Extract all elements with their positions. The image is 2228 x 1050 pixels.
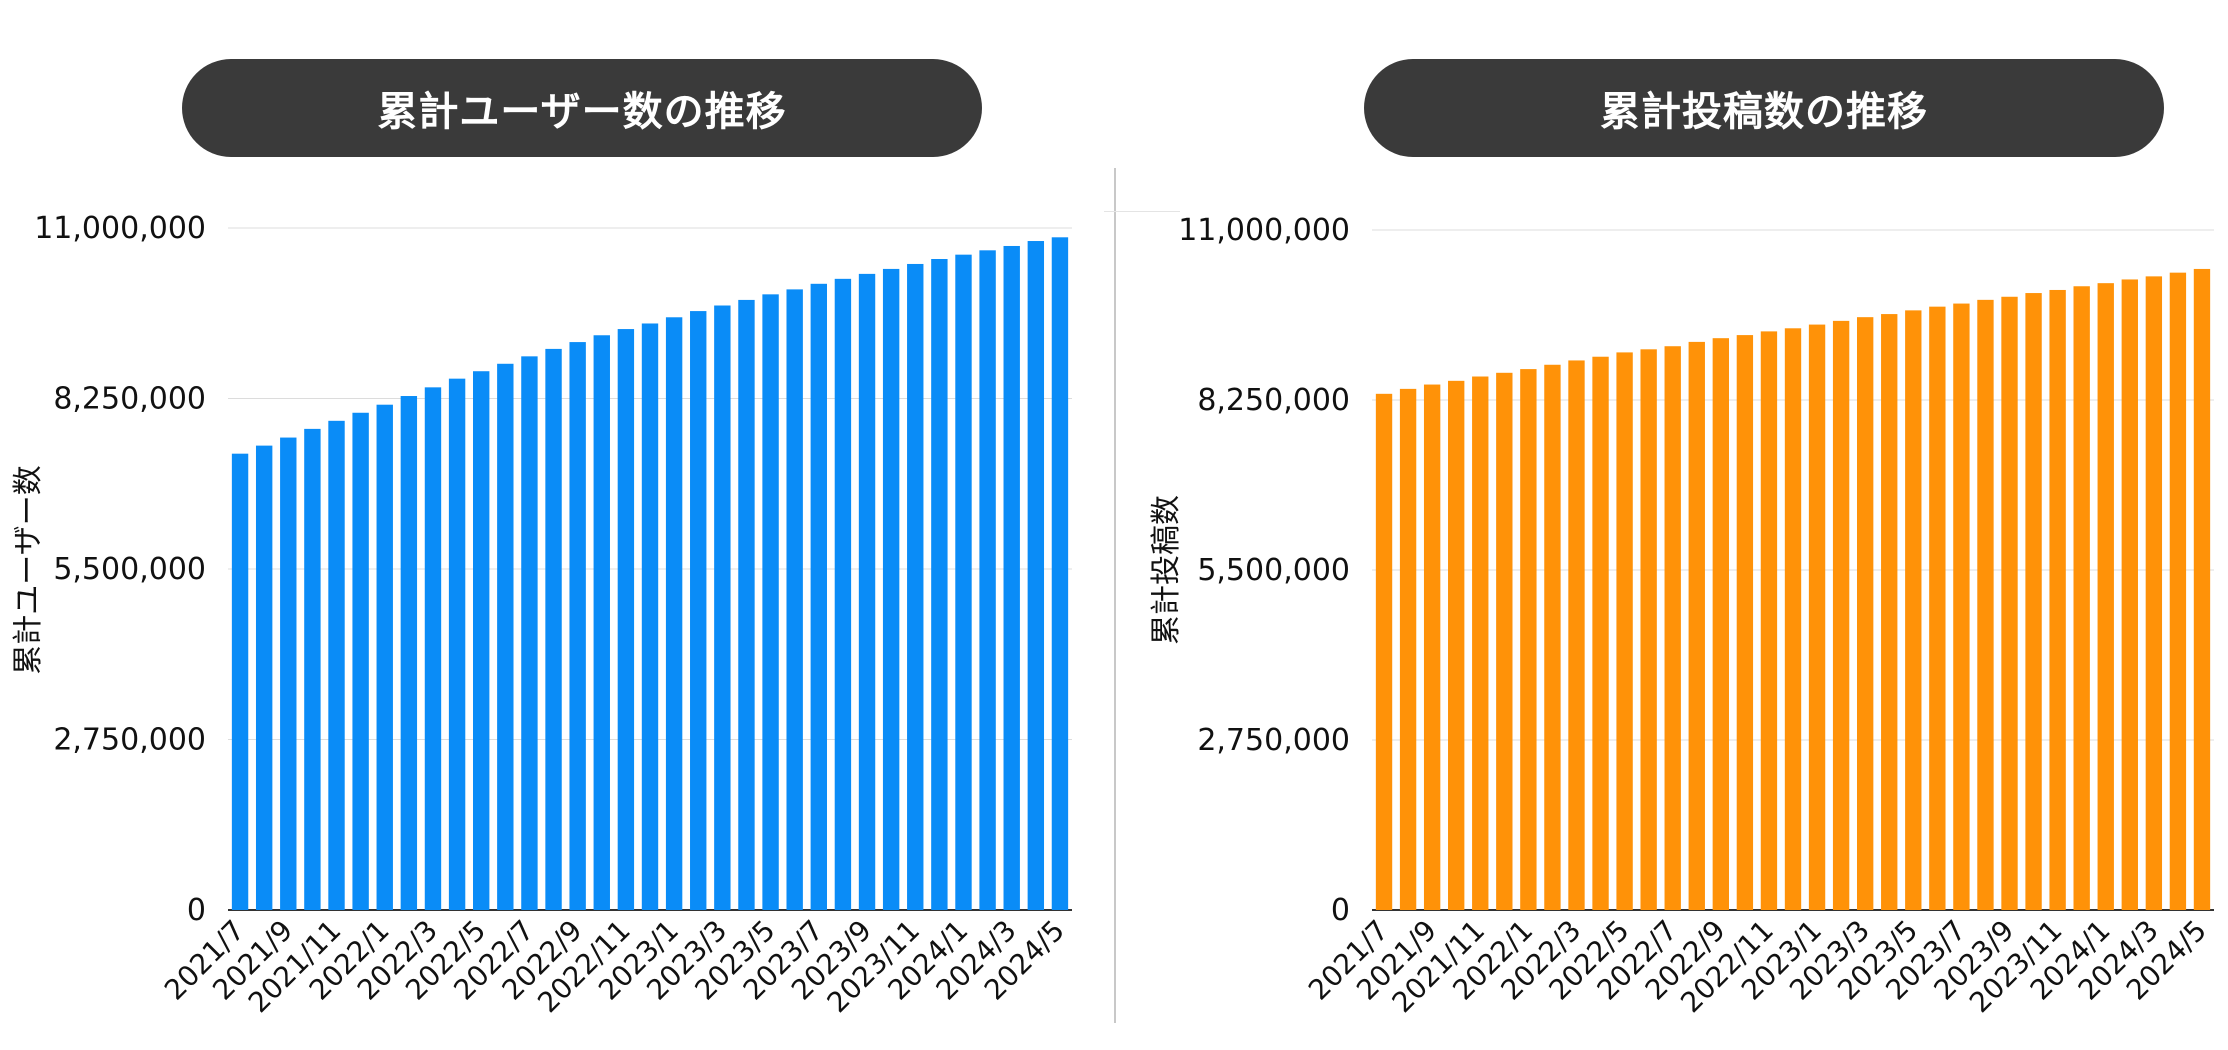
bar-2022-4	[1592, 356, 1609, 910]
bar-2021-12	[1496, 372, 1513, 910]
bar-2021-12	[352, 412, 369, 910]
divider-tick	[1104, 211, 1180, 212]
bar-2023-3	[1856, 317, 1874, 910]
bar-2024-5	[2193, 268, 2211, 911]
y-tick-label: 2,750,000	[53, 723, 206, 758]
bar-2022-5	[1616, 352, 1633, 910]
bar-2023-8	[1977, 299, 1994, 910]
bar-2022-6	[1640, 349, 1657, 910]
bar-2023-6	[1929, 306, 1946, 910]
bar-2022-10	[593, 335, 610, 910]
bar-2022-11	[617, 329, 635, 910]
bar-2022-9	[1712, 338, 1730, 910]
y-tick-label: 11,000,000	[34, 211, 206, 246]
user-chart: 02,750,0005,500,0008,250,00011,000,00020…	[11, 211, 1072, 1019]
bar-2021-7	[231, 453, 249, 910]
bar-2023-1	[665, 317, 683, 910]
bar-2023-9	[2001, 296, 2018, 910]
post-chart: 02,750,0005,500,0008,250,00011,000,00020…	[1149, 213, 2214, 1019]
bar-2022-8	[1688, 341, 1705, 911]
bar-2021-8	[255, 445, 273, 910]
y-tick-label: 5,500,000	[1197, 553, 1350, 588]
y-axis-label: 累計投稿数	[1149, 495, 1184, 645]
bar-2021-10	[304, 428, 321, 910]
post-chart-panel: 累計投稿数の推移 0 2,750,000 5,500,000 8,250,000 11,…	[1149, 0, 2228, 1050]
bar-2022-2	[400, 396, 418, 910]
bar-2022-1	[1520, 369, 1537, 910]
bar-2023-5	[1905, 310, 1922, 910]
bar-2022-7	[1664, 346, 1681, 911]
bar-2023-1	[1808, 324, 1826, 911]
bar-2022-8	[545, 348, 562, 910]
panel-divider	[1114, 168, 1116, 1023]
bar-2024-1	[955, 254, 972, 910]
bar-2023-6	[786, 289, 803, 910]
y-tick-label: 11,000,000	[1178, 213, 1350, 248]
bar-2022-12	[641, 323, 659, 911]
bar-2022-6	[497, 363, 514, 910]
bar-2021-11	[1472, 376, 1489, 910]
bar-2021-9	[1423, 384, 1441, 911]
y-tick-label: 0	[187, 893, 206, 928]
y-tick-label: 8,250,000	[1197, 383, 1350, 418]
bar-2023-3	[714, 305, 731, 910]
user-chart-panel: 累計ユーザー数の推移 0 2,750,000 5,500,000 8,250,000 1…	[0, 0, 1110, 1050]
y-tick-label: 8,250,000	[53, 382, 206, 417]
bar-2023-7	[1953, 303, 1970, 911]
bar-2022-7	[521, 356, 538, 911]
bar-2024-1	[2097, 283, 2114, 910]
bar-2023-2	[1832, 320, 1850, 910]
bar-2023-4	[738, 299, 755, 910]
post-chart-title: 累計投稿数の推移	[1364, 59, 2164, 157]
bar-2022-3	[1568, 360, 1585, 910]
bar-2023-10	[2025, 293, 2042, 910]
bar-2023-2	[690, 311, 707, 911]
bar-2022-10	[1736, 335, 1754, 910]
y-tick-label: 5,500,000	[53, 552, 206, 587]
bar-2024-4	[2169, 272, 2187, 910]
y-tick-label: 0	[1331, 893, 1350, 928]
user-chart-title: 累計ユーザー数の推移	[182, 59, 982, 157]
bar-2021-10	[1448, 380, 1465, 910]
bar-2021-7	[1375, 393, 1393, 910]
bar-2022-12	[1784, 328, 1802, 911]
bar-2024-3	[2145, 276, 2163, 910]
bar-2022-4	[448, 378, 466, 910]
bar-2022-5	[473, 371, 490, 911]
bar-2024-3	[1003, 245, 1020, 911]
bar-2023-5	[762, 294, 779, 911]
bar-2024-5	[1051, 237, 1069, 911]
bar-2023-9	[858, 273, 876, 910]
bar-2024-4	[1027, 241, 1045, 910]
bar-2021-9	[280, 437, 297, 910]
y-tick-label: 2,750,000	[1197, 723, 1350, 758]
bar-2022-11	[1760, 331, 1778, 910]
bar-2023-10	[882, 268, 900, 910]
bar-2024-2	[979, 250, 996, 910]
bar-2023-8	[834, 278, 852, 911]
y-axis-label: 累計ユーザー数	[11, 465, 46, 674]
bar-2023-12	[931, 259, 948, 910]
bar-2023-4	[1881, 314, 1898, 910]
bar-2023-11	[907, 263, 924, 911]
bar-2023-12	[2073, 286, 2090, 911]
bar-2024-2	[2121, 279, 2138, 910]
bar-2021-8	[1399, 388, 1417, 910]
bar-2022-1	[376, 404, 393, 910]
bar-2022-9	[569, 342, 586, 911]
bar-2022-2	[1544, 364, 1561, 910]
bar-2021-11	[328, 420, 345, 910]
bar-2022-3	[424, 387, 442, 911]
bar-2023-11	[2049, 289, 2066, 910]
bar-2023-7	[810, 283, 827, 910]
